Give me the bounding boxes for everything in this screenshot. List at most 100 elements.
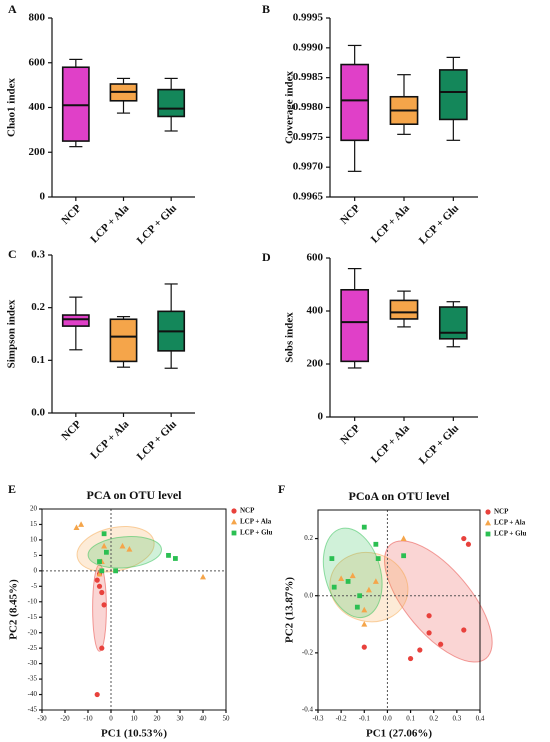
y-axis-label: PC2 (8.45%) (8, 579, 20, 640)
point (465, 541, 472, 547)
box (61, 314, 90, 327)
y-axis-label: PC2 (13.87%) (284, 577, 296, 643)
point (94, 691, 100, 698)
x-tick-label: NCP (59, 418, 84, 443)
x-tick-label: 0.0 (383, 715, 392, 723)
legend-marker (485, 519, 491, 526)
y-tick-label: 200 (307, 358, 324, 370)
legend-label: LCP + Ala (240, 518, 272, 526)
y-tick-label: 0 (40, 191, 46, 203)
x-tick-label: -0.2 (336, 715, 348, 723)
point (426, 630, 432, 636)
point (401, 553, 407, 559)
y-tick-label: 0.9980 (293, 101, 324, 113)
x-tick-label: 10 (131, 715, 139, 723)
y-tick-label: -30 (28, 659, 38, 667)
y-tick-label: 0.9995 (293, 12, 324, 24)
y-tick-label: 600 (29, 56, 46, 68)
x-tick-label: -30 (37, 715, 47, 723)
x-tick-label: 0.2 (429, 715, 438, 723)
x-tick-label: LCP + Glu (417, 202, 461, 246)
point (372, 578, 379, 584)
y-tick-label: -45 (28, 706, 38, 714)
y-tick-label: 0.0 (31, 407, 45, 419)
point (361, 606, 368, 613)
point (365, 586, 372, 593)
x-tick-label: 20 (154, 715, 162, 723)
point (101, 531, 107, 537)
y-tick-label: -5 (31, 582, 37, 590)
x-tick-label: NCP (59, 202, 84, 227)
box (438, 306, 468, 340)
panel-label: D (262, 250, 271, 264)
panel-label: C (8, 247, 17, 261)
point (361, 524, 367, 530)
box (157, 88, 186, 118)
y-tick-label: -25 (28, 644, 38, 652)
x-tick-label: LCP + Ala (369, 202, 413, 246)
point (99, 568, 105, 574)
point (119, 542, 126, 549)
y-tick-label: 600 (307, 252, 324, 264)
legend-marker (231, 508, 237, 514)
x-tick-label: LCP + Glu (417, 422, 461, 466)
point (345, 579, 351, 584)
point (126, 546, 133, 552)
point (338, 575, 345, 581)
point (375, 556, 381, 561)
point (173, 556, 178, 561)
point (361, 644, 367, 650)
box (340, 63, 370, 142)
point (99, 645, 105, 651)
y-tick-label: 0.9965 (293, 191, 324, 203)
x-tick-label: 0.1 (406, 715, 415, 723)
x-tick-label: -0.1 (359, 715, 371, 723)
point (407, 655, 414, 662)
panel-label: B (262, 2, 270, 16)
legend-marker (485, 531, 491, 537)
chart-title: PCA on OTU level (87, 488, 183, 502)
point (78, 521, 85, 527)
point (354, 604, 360, 610)
x-tick-label: LCP + Ala (88, 418, 132, 462)
x-tick-label: NCP (338, 202, 363, 227)
point (438, 641, 444, 647)
panel-label: A (8, 2, 17, 16)
point (361, 621, 368, 627)
y-tick-label: 20 (30, 505, 38, 513)
legend-marker (231, 518, 237, 525)
legend-label: NCP (240, 507, 255, 515)
y-tick-label: 15 (30, 520, 38, 528)
point (400, 535, 407, 541)
point (96, 570, 103, 577)
x-tick-label: 0 (109, 715, 113, 723)
legend-label: LCP + Glu (494, 530, 526, 538)
legend-label: LCP + Glu (240, 529, 272, 537)
y-axis-label: Sobs index (284, 312, 296, 363)
y-tick-label: 0 (318, 411, 324, 423)
box (438, 69, 468, 121)
plot-frame (317, 509, 481, 711)
point (97, 559, 102, 564)
y-tick-label: 800 (29, 12, 46, 24)
y-axis-label: Chao1 index (6, 78, 18, 137)
y-tick-label: -0.4 (302, 706, 314, 714)
point (349, 572, 356, 579)
x-axis-label: PC1 (10.53%) (101, 728, 167, 740)
legend-marker (231, 530, 237, 536)
confidence-ellipse (92, 564, 107, 652)
y-tick-label: -0.2 (302, 648, 314, 656)
x-tick-label: 0.4 (476, 715, 485, 723)
y-tick-label: -15 (28, 613, 38, 621)
y-tick-label: 0.9975 (293, 131, 324, 143)
point (200, 573, 206, 580)
y-tick-label: -20 (28, 628, 38, 636)
legend-marker (485, 509, 491, 515)
y-tick-label: 0.9985 (293, 71, 324, 83)
x-tick-label: 0.3 (452, 715, 461, 723)
point (417, 647, 423, 653)
point (357, 593, 363, 599)
y-tick-label: 400 (307, 305, 324, 317)
y-tick-label: -40 (28, 690, 38, 698)
